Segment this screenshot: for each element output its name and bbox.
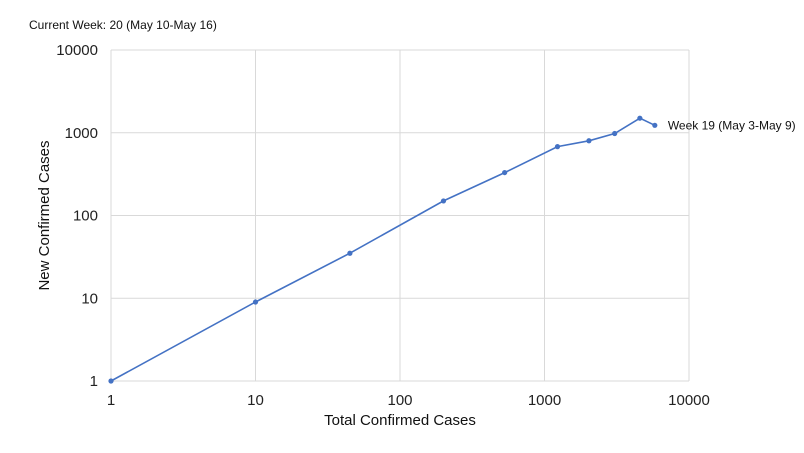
gridlines <box>110 49 690 382</box>
data-point <box>347 250 353 256</box>
y-tick-label: 1 <box>90 373 98 390</box>
y-axis-ticks: 1 10 100 1000 10000 <box>56 42 98 390</box>
series-points <box>108 115 658 384</box>
y-tick-label: 100 <box>73 208 98 225</box>
data-point <box>652 122 658 128</box>
x-axis-ticks: 1 10 100 1000 10000 <box>107 392 710 409</box>
data-point <box>637 115 643 121</box>
data-point <box>502 169 508 176</box>
x-tick-label: 10000 <box>668 392 710 409</box>
y-tick-label: 10 <box>81 290 98 307</box>
data-point <box>252 299 259 305</box>
x-tick-label: 1 <box>107 392 115 409</box>
data-point <box>440 198 447 204</box>
data-point <box>612 130 618 137</box>
data-point <box>554 144 561 150</box>
y-tick-label: 10000 <box>56 42 98 59</box>
x-axis-title: Total Confirmed Cases <box>324 412 476 429</box>
data-point <box>108 378 114 384</box>
x-tick-label: 1000 <box>528 392 561 409</box>
series-line <box>110 117 656 382</box>
x-tick-label: 10 <box>247 392 264 409</box>
y-axis-title: New Confirmed Cases <box>36 140 53 290</box>
week19-annotation: Week 19 (May 3-May 9) <box>668 118 796 132</box>
x-tick-label: 100 <box>387 392 412 409</box>
current-week-label: Current Week: 20 (May 10-May 16) <box>29 18 217 32</box>
data-point <box>586 138 592 144</box>
y-tick-label: 1000 <box>65 125 98 142</box>
series-line-path <box>110 117 656 382</box>
